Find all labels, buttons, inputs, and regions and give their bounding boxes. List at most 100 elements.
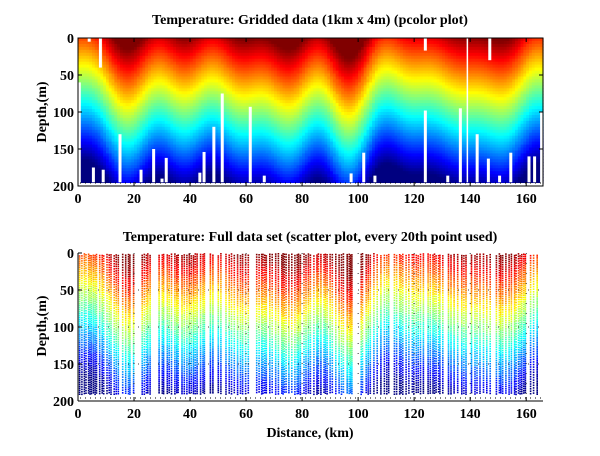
pcolor-cell (170, 153, 174, 157)
pcolor-cell (285, 129, 289, 134)
pcolor-cell (246, 76, 250, 81)
pcolor-cell (299, 150, 303, 155)
pcolor-cell (122, 165, 127, 169)
pcolor-cell (128, 82, 132, 86)
pcolor-cell (108, 41, 113, 45)
pcolor-cell (276, 55, 281, 60)
pcolor-cell (108, 153, 113, 157)
pcolor-cell (176, 115, 180, 119)
pcolor-cell (204, 38, 208, 42)
pcolor-cell (108, 76, 113, 81)
pcolor-cell (136, 91, 141, 95)
pcolor-cell (215, 156, 219, 160)
pcolor-cell (139, 135, 143, 140)
pcolor-cell (103, 61, 107, 66)
pcolor-cell (108, 177, 113, 181)
pcolor-cell (232, 106, 236, 110)
pcolor-cell (254, 120, 258, 125)
pcolor-cell (321, 174, 326, 178)
pcolor-cell (142, 106, 146, 110)
pcolor-cell (181, 38, 185, 42)
pcolor-cell (170, 67, 174, 72)
pcolor-cell (262, 43, 267, 48)
pcolor-cell (318, 165, 323, 169)
pcolor-cell (218, 94, 222, 98)
pcolor-cell (321, 159, 326, 163)
pcolor-cell (125, 117, 129, 122)
pcolor-cell (299, 97, 303, 101)
pcolor-cell (83, 117, 87, 122)
pcolor-cell (204, 70, 208, 75)
pcolor-cell (288, 46, 292, 51)
pcolor-cell (226, 117, 230, 122)
pcolor-cell (327, 64, 331, 69)
pcolor-cell (178, 174, 183, 178)
pcolor-cell (274, 153, 278, 157)
pcolor-cell (117, 58, 121, 63)
pcolor-cell (162, 97, 166, 101)
pcolor-cell (134, 64, 138, 69)
pcolor-cell (131, 156, 135, 160)
pcolor-cell (257, 100, 261, 104)
pcolor-cell (145, 41, 149, 45)
pcolor-cell (237, 117, 242, 122)
pcolor-cell (313, 165, 317, 169)
pcolor-cell (80, 64, 85, 69)
pcolor-cell (114, 64, 118, 69)
pcolor-cell (240, 43, 244, 48)
pcolor-cell (260, 162, 264, 166)
pcolor-cell (111, 138, 115, 143)
pcolor-cell (111, 150, 115, 155)
pcolor-cell (232, 109, 236, 113)
pcolor-cell (131, 94, 135, 98)
pcolor-cell (226, 123, 230, 128)
pcolor-cell (232, 129, 236, 134)
pcolor-cell (335, 120, 340, 125)
pcolor-cell (136, 76, 141, 81)
pcolor-cell (257, 97, 261, 101)
pcolor-cell (122, 132, 127, 137)
pcolor-cell (167, 67, 171, 72)
pcolor-cell (150, 106, 155, 110)
pcolor-cell (86, 132, 90, 137)
pcolor-cell (167, 135, 171, 140)
pcolor-cell (332, 67, 337, 72)
pcolor-cell (237, 132, 242, 137)
pcolor-cell (173, 43, 177, 48)
pcolor-cell (111, 177, 115, 181)
pcolor-cell (167, 64, 171, 69)
pcolor-cell (108, 120, 113, 125)
pcolor-cell (111, 41, 115, 45)
pcolor-cell (162, 64, 166, 69)
pcolor-cell (246, 153, 250, 157)
pcolor-cell (248, 41, 253, 45)
pcolor-cell (324, 115, 328, 119)
pcolor-cell (271, 100, 275, 104)
pcolor-cell (122, 100, 127, 104)
pcolor-cell (338, 61, 342, 66)
pcolor-cell (204, 58, 208, 63)
pcolor-cell (296, 58, 300, 63)
pcolor-cell (128, 147, 132, 152)
pcolor-cell (150, 82, 155, 86)
pcolor-cell (111, 180, 115, 184)
pcolor-cell (108, 61, 113, 66)
pcolor-cell (159, 156, 163, 160)
pcolor-cell (181, 165, 185, 169)
pcolor-cell (285, 109, 289, 113)
pcolor-cell (316, 174, 320, 178)
pcolor-cell (190, 70, 194, 75)
pcolor-cell (274, 82, 278, 86)
pcolor-cell (229, 85, 233, 89)
pcolor-cell (223, 100, 228, 104)
pcolor-cell (248, 52, 253, 57)
pcolor-cell (94, 135, 99, 140)
pcolor-cell (128, 94, 132, 98)
pcolor-cell (78, 43, 82, 48)
pcolor-cell (145, 141, 149, 146)
pcolor-cell (204, 171, 208, 175)
pcolor-cell (257, 76, 261, 81)
pcolor-cell (321, 88, 326, 92)
pcolor-cell (128, 109, 132, 113)
pcolor-cell (212, 109, 216, 113)
